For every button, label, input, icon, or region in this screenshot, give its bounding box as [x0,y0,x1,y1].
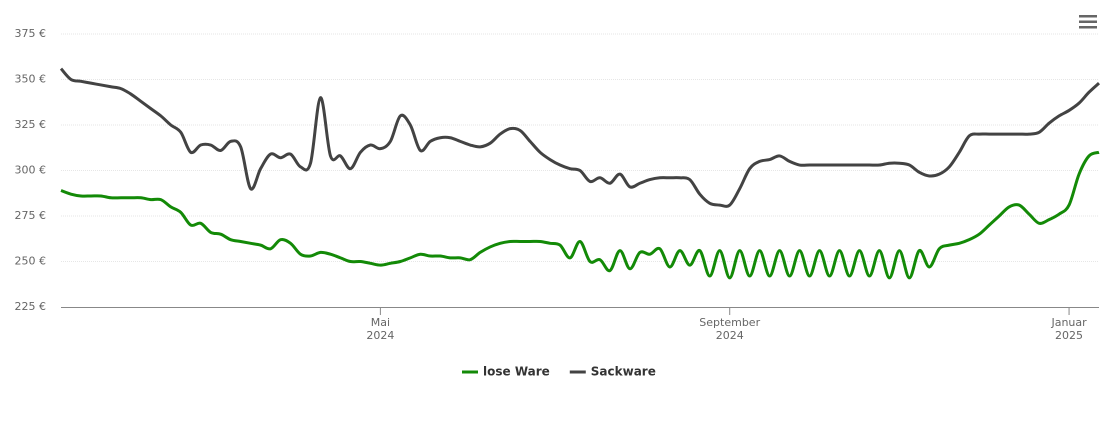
menu-button[interactable] [1079,15,1097,29]
y-tick-label: 250 € [15,255,47,268]
x-tick-label: Januar 2025 [1050,316,1087,342]
line-series [59,67,1101,208]
x-tick-label: September 2024 [699,316,760,342]
legend-label: Sackware [591,365,656,379]
y-tick-label: 275 € [15,209,47,222]
y-tick-label: 225 € [15,300,47,313]
y-tick-label: 300 € [15,164,47,177]
y-tick-label: 375 € [15,27,47,40]
legend-label: lose Ware [483,365,550,379]
menu-bar [1079,15,1097,18]
line-series [60,150,1100,280]
y-tick-label: 350 € [15,73,47,86]
y-tick-label: 325 € [15,118,47,131]
x-tick-label: Mai 2024 [366,316,394,342]
menu-bar [1079,20,1097,23]
legend: lose Ware Sackware [462,365,656,379]
menu-bar [1079,26,1097,29]
